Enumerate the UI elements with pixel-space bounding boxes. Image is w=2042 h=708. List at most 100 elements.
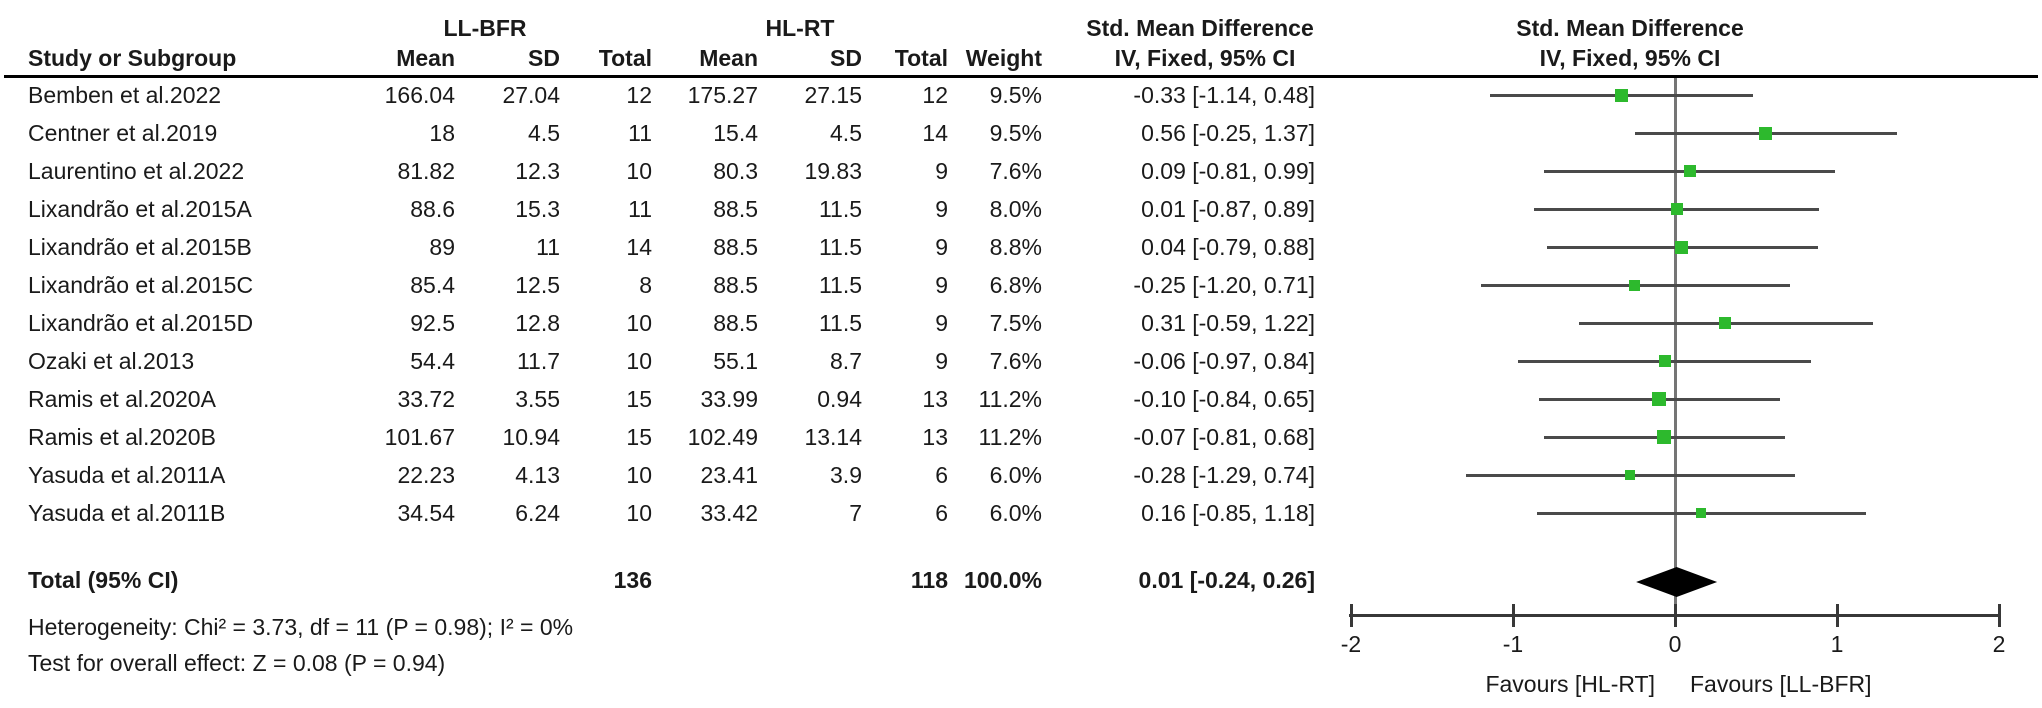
effect-marker: [1615, 88, 1629, 102]
summary-diamond-icon: [1636, 567, 1718, 597]
mean-exp: 22.23: [397, 462, 455, 488]
effect-marker: [1670, 203, 1683, 215]
sd-exp: 11: [536, 234, 560, 260]
total-exp: 10: [626, 310, 652, 336]
effect-marker: [1759, 126, 1773, 140]
mean-ctrl: 88.5: [713, 272, 758, 298]
total-ctrl: 14: [922, 120, 948, 146]
ci-text: -0.33 [-1.14, 0.48]: [1133, 82, 1315, 108]
mean-exp: 166.04: [384, 82, 455, 108]
mean-exp: 34.54: [397, 500, 455, 526]
table-row: Laurentino et al.2022 81.82 12.3 10 80.3…: [0, 152, 2042, 190]
study-name: Lixandrão et al.2015D: [28, 310, 254, 336]
sd-ctrl: 3.9: [830, 462, 862, 488]
total-exp: 15: [626, 386, 652, 412]
total-ctrl: 6: [935, 500, 948, 526]
total-exp: 14: [626, 234, 652, 260]
mean-exp: 92.5: [410, 310, 455, 336]
sd-exp: 12.8: [515, 310, 560, 336]
mean-ctrl: 88.5: [713, 196, 758, 222]
effect-marker: [1651, 392, 1666, 406]
total-exp: 12: [626, 82, 652, 108]
table-row: Ramis et al.2020A 33.72 3.55 15 33.99 0.…: [0, 380, 2042, 418]
mean-exp: 33.72: [397, 386, 455, 412]
study-name: Bemben et al.2022: [28, 82, 222, 108]
mean-ctrl: 23.41: [700, 462, 758, 488]
total-ctrl-n: 118: [910, 567, 948, 593]
total-weight: 100.0%: [963, 567, 1042, 593]
sd-ctrl: 8.7: [830, 348, 862, 374]
total-ctrl: 9: [935, 348, 948, 374]
effect-marker: [1659, 355, 1672, 367]
total-exp: 8: [639, 272, 652, 298]
column-header-smd-text: Std. Mean Difference: [1086, 15, 1314, 41]
weight-value: 11.2%: [978, 424, 1042, 450]
weight-value: 7.6%: [989, 158, 1042, 184]
effect-marker: [1719, 317, 1732, 329]
mean-ctrl: 33.99: [700, 386, 758, 412]
total-label: Total (95% CI): [28, 567, 179, 593]
column-header-total-exp: Total: [598, 45, 652, 71]
sd-exp: 11.7: [516, 348, 560, 374]
sd-ctrl: 11.5: [818, 310, 862, 336]
table-row: Yasuda et al.2011B 34.54 6.24 10 33.42 7…: [0, 494, 2042, 532]
sd-ctrl: 4.5: [830, 120, 862, 146]
mean-exp: 81.82: [397, 158, 455, 184]
weight-value: 6.0%: [989, 500, 1042, 526]
total-exp: 15: [626, 424, 652, 450]
sd-ctrl: 27.15: [804, 82, 862, 108]
mean-ctrl: 88.5: [713, 310, 758, 336]
mean-exp: 88.6: [410, 196, 455, 222]
mean-exp: 54.4: [410, 348, 455, 374]
total-ctrl: 13: [922, 386, 948, 412]
table-row: Ozaki et al.2013 54.4 11.7 10 55.1 8.7 9…: [0, 342, 2042, 380]
sd-ctrl: 11.5: [818, 234, 862, 260]
table-row: Lixandrão et al.2015D 92.5 12.8 10 88.5 …: [0, 304, 2042, 342]
mean-exp: 18: [429, 120, 455, 146]
ci-text: -0.28 [-1.29, 0.74]: [1133, 462, 1315, 488]
mean-ctrl: 80.3: [713, 158, 758, 184]
total-exp: 11: [628, 120, 652, 146]
overall-effect-text: Test for overall effect: Z = 0.08 (P = 0…: [28, 650, 446, 676]
sd-ctrl: 13.14: [804, 424, 862, 450]
effect-marker: [1624, 470, 1635, 480]
favours-right-label: Favours [LL-BFR]: [1690, 671, 1872, 697]
total-ctrl: 6: [935, 462, 948, 488]
total-ctrl: 9: [935, 234, 948, 260]
sd-exp: 10.94: [502, 424, 560, 450]
axis-tick: [1835, 604, 1839, 627]
axis-tick: [1997, 604, 2001, 627]
header-rule: [4, 75, 2038, 78]
sd-exp: 27.04: [502, 82, 560, 108]
axis-tick: [1349, 604, 1353, 627]
mean-ctrl: 33.42: [700, 500, 758, 526]
ci-text: 0.04 [-0.79, 0.88]: [1141, 234, 1315, 260]
total-exp: 10: [626, 348, 652, 374]
weight-value: 7.5%: [989, 310, 1042, 336]
weight-value: 7.6%: [989, 348, 1042, 374]
ci-text: -0.06 [-0.97, 0.84]: [1133, 348, 1315, 374]
total-ctrl: 12: [922, 82, 948, 108]
mean-ctrl: 88.5: [713, 234, 758, 260]
table-row: Lixandrão et al.2015B 89 11 14 88.5 11.5…: [0, 228, 2042, 266]
sd-ctrl: 11.5: [818, 196, 862, 222]
column-header-weight: Weight: [965, 45, 1042, 71]
axis-tick-label: 1: [1830, 631, 1844, 657]
column-header-sd-ctrl: SD: [830, 45, 862, 71]
mean-ctrl: 55.1: [713, 348, 758, 374]
group-header-exp: LL-BFR: [443, 15, 527, 41]
mean-exp: 89: [429, 234, 455, 260]
table-row: Ramis et al.2020B 101.67 10.94 15 102.49…: [0, 418, 2042, 456]
weight-value: 6.0%: [989, 462, 1042, 488]
total-ctrl: 9: [935, 310, 948, 336]
axis-tick: [1511, 604, 1515, 627]
group-header-ctrl: HL-RT: [765, 15, 835, 41]
plot-header-iv: IV, Fixed, 95% CI: [1539, 45, 1721, 71]
zero-reference-line: [1673, 78, 1677, 614]
mean-ctrl: 175.27: [687, 82, 758, 108]
table-row: Centner et al.2019 18 4.5 11 15.4 4.5 14…: [0, 114, 2042, 152]
axis-tick-label: 2: [1992, 631, 2006, 657]
sd-exp: 3.55: [515, 386, 560, 412]
sd-exp: 4.13: [515, 462, 560, 488]
